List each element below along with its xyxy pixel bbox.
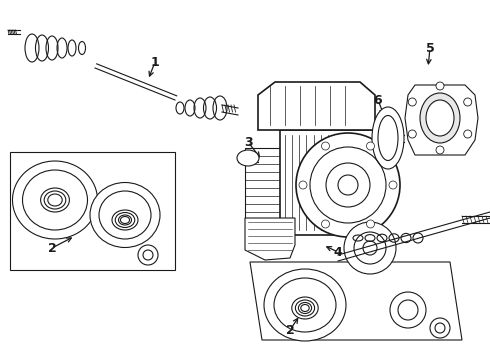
Circle shape — [390, 292, 426, 328]
Text: 2: 2 — [286, 324, 294, 337]
Ellipse shape — [420, 93, 460, 143]
Ellipse shape — [13, 161, 98, 239]
Text: 5: 5 — [426, 41, 434, 54]
Circle shape — [367, 142, 374, 150]
Text: 4: 4 — [334, 246, 343, 258]
Circle shape — [389, 181, 397, 189]
Circle shape — [344, 222, 396, 274]
Ellipse shape — [90, 183, 160, 248]
FancyBboxPatch shape — [280, 130, 380, 235]
Text: 6: 6 — [374, 94, 382, 107]
Polygon shape — [258, 82, 375, 130]
Polygon shape — [10, 152, 175, 270]
Circle shape — [464, 130, 472, 138]
Polygon shape — [405, 85, 478, 155]
Circle shape — [138, 245, 158, 265]
Circle shape — [408, 98, 416, 106]
Circle shape — [436, 146, 444, 154]
Text: 3: 3 — [244, 135, 252, 148]
Circle shape — [321, 220, 329, 228]
Circle shape — [408, 130, 416, 138]
Circle shape — [299, 181, 307, 189]
Text: 1: 1 — [354, 198, 363, 211]
Polygon shape — [250, 262, 462, 340]
Circle shape — [367, 220, 374, 228]
Circle shape — [321, 142, 329, 150]
Circle shape — [430, 318, 450, 338]
Ellipse shape — [372, 107, 404, 169]
Circle shape — [436, 82, 444, 90]
Text: 1: 1 — [150, 55, 159, 68]
Ellipse shape — [264, 269, 346, 341]
Circle shape — [296, 133, 400, 237]
Text: 2: 2 — [48, 242, 56, 255]
Circle shape — [464, 98, 472, 106]
Ellipse shape — [426, 100, 454, 136]
Polygon shape — [245, 218, 295, 260]
Ellipse shape — [237, 150, 259, 166]
